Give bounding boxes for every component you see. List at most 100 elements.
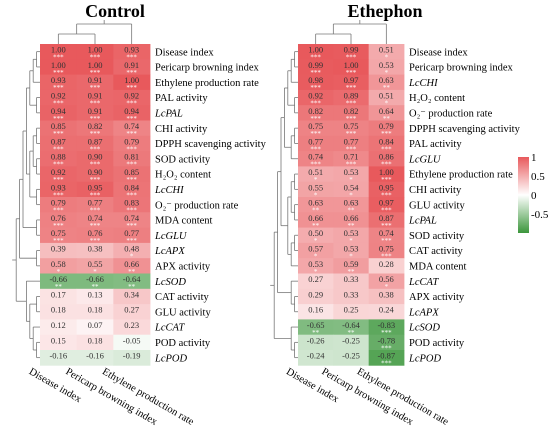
- cell-value-label: 0.39: [51, 244, 66, 254]
- heatmap-cell: [368, 350, 405, 366]
- column-dendrogram: [57, 20, 133, 44]
- row-label: LcGLU: [154, 231, 188, 242]
- cell-value-label: 0.82: [344, 106, 359, 116]
- heatmap-cell: [368, 44, 405, 60]
- heatmap-cell: [333, 304, 370, 320]
- significance-stars: ***: [381, 253, 392, 261]
- cell-value-label: 0.75: [308, 121, 323, 131]
- cell-value-label: -0.87: [377, 351, 395, 361]
- legend-tick-label: -0.5: [531, 209, 549, 221]
- significance-stars: ***: [346, 84, 357, 92]
- significance-stars: ***: [90, 100, 101, 108]
- cell-value-label: 0.82: [308, 106, 323, 116]
- heatmap-cell: [113, 151, 151, 167]
- heatmap-cell: [40, 212, 78, 228]
- cell-value-label: 0.99: [308, 60, 323, 70]
- cell-value-label: 0.79: [379, 121, 394, 131]
- significance-stars: ***: [53, 145, 64, 153]
- row-label: LcSOD: [154, 277, 186, 288]
- cell-value-label: 0.71: [344, 152, 359, 162]
- heatmap-cell: [113, 89, 151, 106]
- cell-value-label: 0.66: [308, 213, 323, 223]
- heatmap-cell: [368, 135, 405, 152]
- legend-tick-label: 0.5: [531, 171, 545, 183]
- cell-value-label: 0.74: [379, 228, 395, 238]
- heatmap-cell: [333, 74, 370, 91]
- heatmap-cell: [76, 120, 114, 137]
- cell-value-label: 0.91: [124, 60, 139, 70]
- cell-value-label: 0.74: [88, 213, 104, 223]
- significance-stars: ***: [90, 84, 101, 92]
- cell-value-label: 0.92: [51, 91, 66, 101]
- significance-stars: ***: [53, 54, 64, 62]
- cell-value-label: 0.74: [308, 152, 324, 162]
- cell-value-label: 0.53: [379, 60, 394, 70]
- cell-value-label: -0.25: [342, 335, 360, 345]
- cell-value-label: 0.66: [124, 259, 139, 269]
- heatmap-cell: [40, 197, 78, 213]
- heatmap-cell: [76, 319, 114, 336]
- row-dendrogram: [270, 51, 298, 359]
- significance-stars: ***: [90, 222, 101, 230]
- cell-value-label: 0.75: [344, 121, 359, 131]
- cell-value-label: 0.63: [344, 198, 359, 208]
- heatmap-cell: [40, 89, 78, 106]
- significance-stars: **: [128, 268, 136, 276]
- cell-value-label: 0.15: [51, 335, 66, 345]
- row-label: CAT activity: [155, 292, 210, 303]
- cell-value-label: 0.91: [88, 91, 103, 101]
- heatmap-cell: [113, 242, 151, 259]
- significance-stars: ***: [90, 237, 101, 245]
- heatmap-cell: [76, 288, 114, 305]
- heatmap-cell: [298, 319, 334, 336]
- significance-stars: *: [314, 176, 318, 184]
- significance-stars: *: [385, 69, 389, 77]
- row-label: Ethylene production rate: [155, 78, 259, 89]
- significance-stars: ***: [381, 130, 392, 138]
- significance-stars: **: [92, 283, 100, 291]
- cell-value-label: 0.63: [308, 198, 323, 208]
- cell-value-label: 0.33: [344, 274, 359, 284]
- cell-value-label: 0.87: [51, 136, 66, 146]
- significance-stars: ***: [53, 222, 64, 230]
- cell-value-label: 1.00: [51, 45, 66, 55]
- row-label: LcPAL: [154, 108, 183, 119]
- row-label: LcPOD: [408, 353, 441, 364]
- heatmap-cell: [368, 227, 405, 244]
- significance-stars: ***: [346, 100, 357, 108]
- cell-value-label: 0.77: [124, 228, 139, 238]
- cell-value-label: 0.55: [88, 259, 103, 269]
- cell-value-label: 0.82: [88, 121, 103, 131]
- cell-value-label: 0.83: [124, 198, 139, 208]
- heatmap-cell: [113, 197, 151, 213]
- heatmap-cells: 1.00***1.00***0.93***1.00***1.00***0.91*…: [40, 44, 151, 366]
- row-label: MDA content: [409, 261, 467, 272]
- significance-stars: **: [348, 207, 356, 215]
- heatmap-cell: [40, 74, 78, 91]
- row-label: O₂⁻ production rate: [409, 108, 493, 119]
- heatmap-cell: [76, 135, 114, 152]
- cell-value-label: 0.85: [51, 121, 66, 131]
- ethephon-panel-title: Ethephon: [347, 1, 422, 21]
- significance-stars: ***: [53, 237, 64, 245]
- heatmap-cell: [113, 273, 151, 290]
- heatmap-cell: [368, 89, 405, 106]
- cell-value-label: 0.29: [308, 289, 323, 299]
- cell-value-label: 0.76: [88, 228, 103, 238]
- cell-value-label: 0.75: [379, 244, 394, 254]
- significance-stars: ***: [126, 115, 137, 123]
- row-label: GLU activity: [155, 307, 211, 318]
- row-label: LcPOD: [154, 353, 187, 364]
- cell-value-label: 0.38: [379, 289, 394, 299]
- heatmap-cell: [76, 273, 114, 290]
- heatmap-cell: [113, 288, 151, 305]
- row-label: LcGLU: [408, 154, 442, 165]
- heatmap-cell: [76, 334, 114, 351]
- heatmap-cell: [76, 181, 114, 198]
- heatmap-cell: [298, 258, 334, 274]
- heatmap-cell: [76, 89, 114, 106]
- significance-stars: ***: [90, 176, 101, 184]
- significance-stars: **: [348, 329, 356, 337]
- row-label: APX activity: [155, 261, 211, 272]
